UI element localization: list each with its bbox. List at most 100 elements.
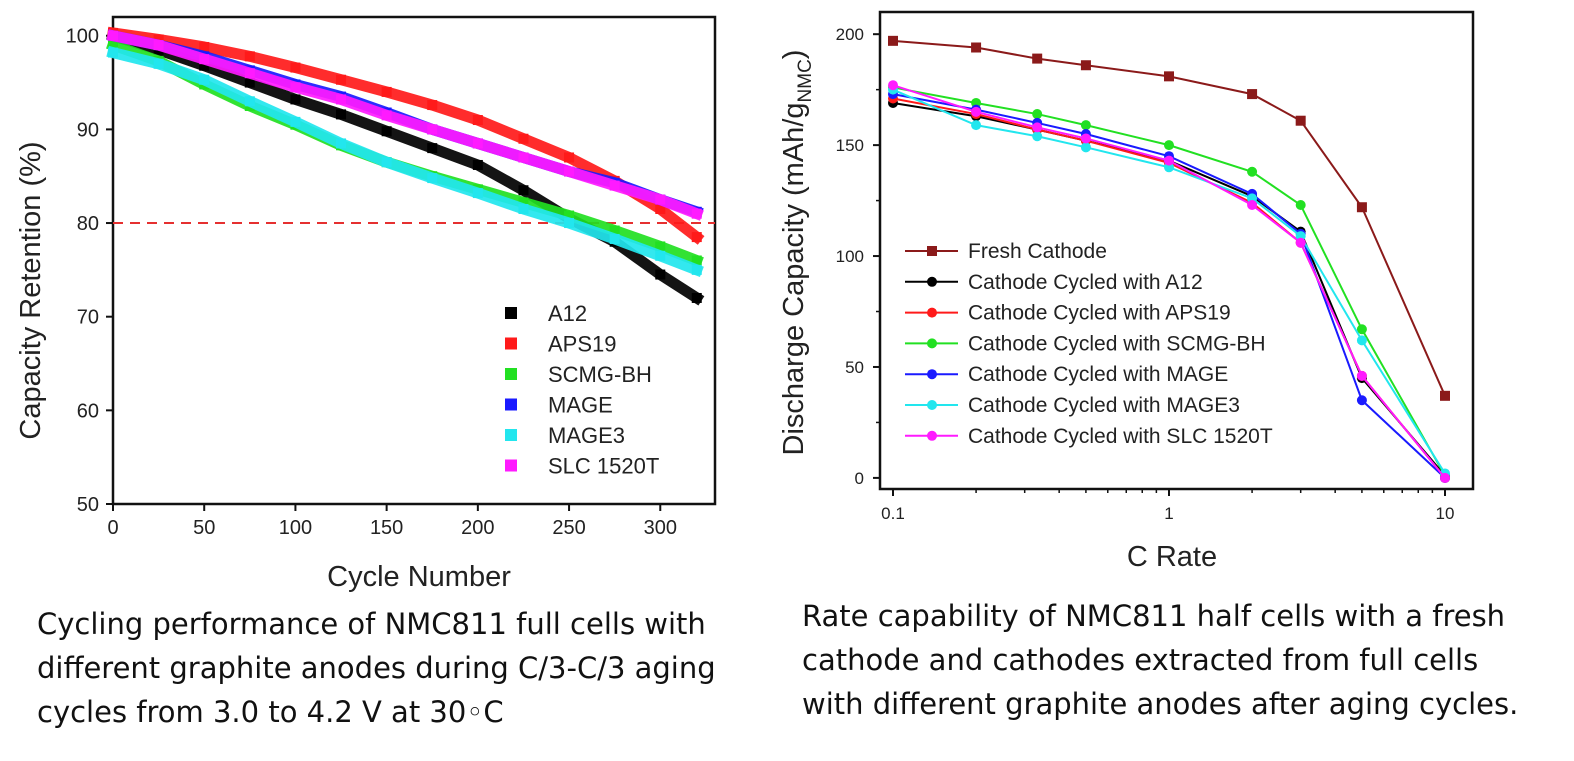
y-axis-title-subscript: NMC (795, 59, 816, 102)
data-point (655, 241, 666, 252)
data-point (564, 218, 575, 229)
data-point (108, 47, 118, 58)
data-point (336, 138, 347, 149)
data-point (1247, 200, 1258, 211)
legend-label: SCMG-BH (548, 362, 652, 387)
legend-swatch (505, 307, 517, 319)
data-point (564, 166, 575, 177)
data-point (691, 264, 702, 275)
legend-swatch (505, 429, 517, 441)
plot-frame (878, 10, 1475, 491)
y-tick-label: 50 (77, 494, 99, 516)
data-point (1032, 109, 1043, 120)
legend-label: A12 (548, 301, 587, 326)
data-point (888, 35, 898, 46)
x-tick-label: 10 (1436, 504, 1455, 523)
left-caption-line-2: different graphite anodes during C/3-C/3… (37, 651, 716, 685)
data-point (564, 210, 575, 221)
left-caption-line-3: cycles from 3.0 to 4.2 V at 30◦C (37, 695, 504, 729)
x-tick-label: 200 (461, 517, 494, 539)
data-point (518, 203, 529, 214)
data-point (199, 41, 210, 52)
y-tick-label: 100 (836, 247, 864, 266)
data-point (472, 138, 483, 149)
right-caption: Rate capability of NMC811 half cells wit… (802, 594, 1518, 726)
data-point (1164, 155, 1174, 166)
data-point (1080, 120, 1091, 131)
x-tick-label: 0.1 (881, 504, 905, 523)
y-tick-label: 80 (77, 213, 99, 235)
data-point (1080, 142, 1091, 153)
data-point (336, 109, 347, 120)
x-tick-label: 50 (193, 517, 215, 539)
data-point (1356, 202, 1367, 213)
right-caption-line-2: cathode and cathodes extracted from full… (802, 643, 1479, 677)
data-point (427, 143, 438, 154)
series-band (106, 29, 704, 221)
y-axis-title-main: Discharge Capacity (mAh/g (778, 102, 810, 455)
data-point (609, 180, 620, 191)
legend-label: APS19 (548, 332, 617, 357)
data-point (244, 77, 255, 88)
data-point (971, 106, 982, 117)
data-point (290, 62, 301, 73)
data-point (518, 133, 529, 144)
data-point (199, 54, 210, 65)
data-point (153, 40, 164, 51)
data-point (290, 116, 301, 127)
data-point (518, 152, 529, 163)
y-axis-title: Capacity Retention (%) (15, 141, 47, 439)
data-point (153, 58, 164, 69)
data-point (655, 269, 666, 280)
data-point (108, 30, 118, 41)
data-point (971, 120, 982, 131)
y-tick-label: 70 (77, 307, 99, 329)
legend-swatch (505, 368, 517, 380)
y-tick-label: 100 (66, 26, 99, 48)
data-point (1295, 200, 1306, 211)
legend-label: SLC 1520T (548, 454, 659, 479)
data-point (199, 60, 210, 71)
data-point (1295, 237, 1306, 248)
data-point (518, 197, 529, 208)
data-point (1247, 89, 1258, 100)
y-axis-title-end: ) (778, 50, 810, 60)
data-point (199, 74, 210, 85)
data-point (427, 173, 438, 184)
legend-label: Cathode Cycled with MAGE3 (968, 394, 1240, 417)
data-point (655, 250, 666, 261)
data-point (427, 100, 438, 111)
legend-swatch (505, 398, 517, 411)
legend-marker (927, 246, 937, 256)
legend-marker (927, 430, 937, 441)
y-tick-label: 50 (845, 358, 864, 377)
data-point (1247, 166, 1258, 177)
legend-marker (927, 400, 937, 410)
data-point (244, 68, 255, 79)
legend-label: Cathode Cycled with APS19 (968, 302, 1231, 325)
data-point (1440, 390, 1450, 401)
data-point (1164, 140, 1174, 151)
data-point (564, 152, 575, 163)
data-point (381, 157, 392, 168)
data-point (1356, 335, 1367, 346)
y-tick-label: 60 (77, 400, 99, 422)
data-point (290, 82, 301, 93)
data-point (691, 255, 702, 266)
data-point (1440, 472, 1450, 483)
legend-marker (927, 307, 937, 318)
data-point (336, 74, 347, 85)
data-point (1080, 133, 1091, 144)
legend-label: MAGE3 (548, 423, 625, 448)
data-point (518, 185, 529, 196)
data-point (609, 225, 620, 236)
series-band (106, 45, 704, 277)
x-tick-label: 250 (552, 517, 585, 539)
data-point (108, 40, 118, 51)
data-point (472, 188, 483, 199)
data-point (1356, 395, 1367, 406)
data-point (381, 86, 392, 97)
data-point (472, 159, 483, 170)
data-point (427, 124, 438, 135)
